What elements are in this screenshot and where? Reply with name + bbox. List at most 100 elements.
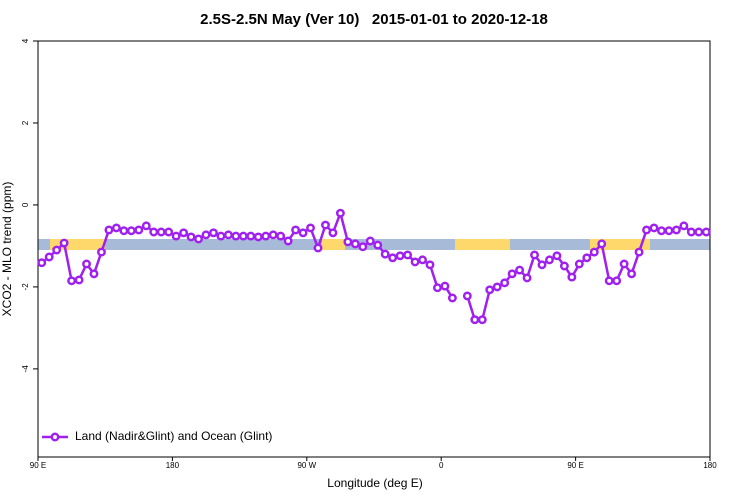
data-point	[156, 227, 166, 237]
data-point	[462, 291, 472, 301]
y-tick-label: 2	[21, 120, 30, 125]
data-point	[701, 227, 711, 237]
data-point	[59, 238, 69, 248]
data-point	[433, 283, 442, 293]
data-point	[597, 239, 607, 249]
land-band	[322, 239, 345, 250]
data-point	[164, 227, 174, 237]
data-point	[447, 293, 457, 303]
y-tick-label: 0	[21, 202, 30, 207]
data-point	[268, 230, 278, 240]
data-point	[664, 226, 674, 236]
data-point	[500, 278, 510, 288]
data-point	[545, 255, 554, 265]
data-point	[522, 273, 532, 283]
x-tick-label: 90 E	[567, 461, 583, 470]
data-point	[321, 220, 330, 230]
x-tick-label: 180	[703, 461, 717, 470]
data-point	[477, 315, 487, 325]
data-point	[179, 228, 189, 238]
data-point	[559, 261, 569, 271]
data-point	[149, 227, 159, 237]
land-band	[50, 239, 105, 250]
chart-title: 2.5S-2.5N May (Ver 10) 2015-01-01 to 202…	[200, 11, 548, 28]
data-point	[209, 228, 218, 238]
data-point	[89, 269, 99, 279]
data-point	[201, 230, 211, 240]
data-point	[223, 230, 233, 240]
data-point	[470, 315, 480, 325]
data-point	[104, 225, 114, 235]
data-point	[657, 226, 666, 236]
plot-frame	[37, 40, 711, 458]
data-point	[141, 221, 151, 231]
data-point	[186, 232, 196, 242]
data-point	[171, 231, 181, 241]
data-point	[612, 276, 622, 286]
data-point	[694, 227, 704, 237]
data-point	[74, 275, 84, 285]
data-point	[410, 257, 420, 267]
data-point	[194, 234, 203, 244]
land-band	[455, 239, 510, 250]
data-point	[37, 258, 47, 268]
y-axis-label: XCO2 - MLO trend (ppm)	[0, 182, 14, 317]
data-point	[388, 253, 398, 263]
data-point	[291, 225, 301, 235]
data-point	[530, 250, 539, 260]
data-point	[619, 259, 629, 269]
data-point	[306, 223, 315, 233]
data-point	[552, 251, 562, 261]
data-point	[649, 223, 659, 233]
data-point	[686, 227, 696, 237]
data-point	[328, 228, 338, 238]
data-point	[67, 276, 77, 286]
data-point	[634, 247, 644, 257]
data-point	[589, 247, 599, 257]
data-point	[395, 251, 405, 261]
x-axis-label: Longitude (deg E)	[327, 476, 422, 490]
y-tick-label: 4	[21, 38, 30, 43]
x-tick-label: 90 E	[30, 461, 46, 470]
data-point	[82, 259, 91, 269]
data-point	[671, 225, 681, 235]
data-point	[582, 253, 592, 263]
data-point	[627, 269, 637, 279]
data-point	[261, 231, 271, 241]
data-point	[335, 208, 345, 218]
data-point	[485, 285, 495, 295]
data-point	[440, 281, 450, 291]
data-point	[604, 276, 614, 286]
data-point	[313, 243, 323, 253]
data-point	[350, 239, 360, 249]
x-tick-label: 180	[166, 461, 180, 470]
data-point	[507, 269, 517, 279]
data-point	[365, 236, 375, 246]
data-point	[44, 252, 54, 262]
x-tick-label: 90 W	[297, 461, 316, 470]
data-point	[298, 228, 308, 238]
data-point	[358, 242, 368, 252]
data-point	[126, 226, 136, 236]
data-point	[111, 223, 121, 233]
data-point	[216, 231, 226, 241]
legend-label: Land (Nadir&Glint) and Ocean (Glint)	[75, 429, 272, 443]
data-point	[515, 265, 525, 275]
x-tick-label: 0	[439, 461, 444, 470]
data-point	[679, 221, 689, 231]
data-point	[276, 231, 286, 241]
data-point	[537, 260, 547, 270]
data-point	[418, 255, 427, 265]
data-point	[283, 236, 293, 246]
data-point	[246, 231, 256, 241]
data-point	[425, 260, 435, 270]
y-tick-label: -2	[21, 283, 30, 291]
data-point	[567, 272, 577, 282]
data-point	[574, 259, 584, 269]
legend-marker	[50, 432, 60, 442]
data-point	[380, 249, 390, 259]
data-point	[231, 231, 241, 241]
land-band	[590, 239, 650, 250]
data-point	[343, 237, 353, 247]
